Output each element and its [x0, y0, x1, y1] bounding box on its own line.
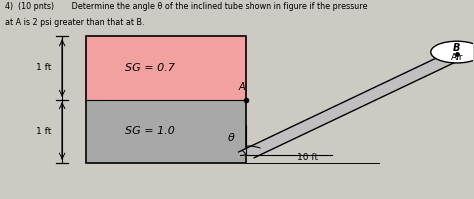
Text: 1 ft: 1 ft — [36, 63, 51, 72]
Text: B: B — [453, 43, 460, 53]
Text: 10 ft: 10 ft — [297, 153, 319, 162]
Circle shape — [431, 41, 474, 63]
Text: SG = 0.7: SG = 0.7 — [125, 63, 174, 73]
Bar — [86, 100, 246, 163]
Text: at A is 2 psi greater than that at B.: at A is 2 psi greater than that at B. — [5, 18, 144, 27]
Text: 4)  (10 pnts)       Determine the angle θ of the inclined tube shown in figure i: 4) (10 pnts) Determine the angle θ of th… — [5, 2, 367, 11]
Text: SG = 1.0: SG = 1.0 — [125, 126, 174, 136]
Polygon shape — [238, 53, 462, 158]
Text: Air: Air — [450, 53, 463, 62]
Text: A: A — [238, 82, 245, 92]
Text: θ: θ — [228, 133, 234, 143]
Bar — [86, 36, 246, 163]
Bar — [86, 36, 246, 100]
Text: 1 ft: 1 ft — [36, 127, 51, 136]
